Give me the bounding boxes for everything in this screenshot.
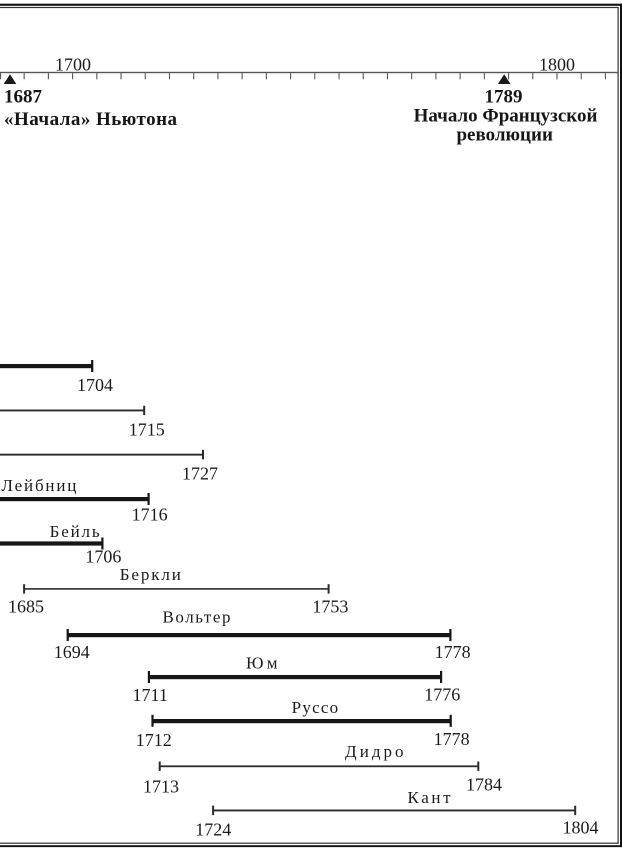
svg-text:1694: 1694	[54, 642, 90, 662]
svg-text:1789: 1789	[485, 86, 523, 107]
svg-text:1711: 1711	[133, 685, 168, 705]
svg-text:1784: 1784	[466, 774, 502, 794]
svg-text:Бейль: Бейль	[50, 522, 100, 541]
svg-text:1706: 1706	[85, 547, 121, 567]
svg-text:1778: 1778	[435, 642, 471, 662]
svg-text:Беркли: Беркли	[120, 565, 181, 584]
svg-text:«Начала» Ньютона: «Начала» Ньютона	[4, 109, 178, 130]
svg-text:1804: 1804	[563, 818, 599, 838]
svg-text:1800: 1800	[539, 55, 575, 75]
svg-text:1712: 1712	[136, 730, 172, 750]
svg-text:Дидро: Дидро	[345, 742, 404, 761]
svg-text:1687: 1687	[4, 87, 43, 108]
svg-text:1778: 1778	[434, 729, 470, 749]
svg-text:Вольтер: Вольтер	[163, 608, 231, 627]
svg-text:революции: революции	[456, 125, 552, 146]
svg-text:Руссо: Руссо	[292, 698, 339, 717]
svg-text:Лейбниц: Лейбниц	[1, 476, 76, 495]
svg-text:1685: 1685	[8, 596, 44, 616]
svg-text:1704: 1704	[77, 375, 113, 395]
svg-text:1700: 1700	[55, 55, 91, 75]
svg-text:Начало Французской: Начало Французской	[414, 106, 598, 127]
svg-text:1715: 1715	[129, 420, 165, 440]
svg-text:1713: 1713	[143, 777, 179, 797]
svg-text:1753: 1753	[312, 596, 348, 616]
svg-text:Юм: Юм	[246, 654, 278, 673]
svg-text:1727: 1727	[182, 464, 218, 484]
svg-text:1716: 1716	[132, 505, 168, 525]
svg-text:1776: 1776	[424, 685, 460, 705]
svg-text:1724: 1724	[195, 820, 231, 840]
